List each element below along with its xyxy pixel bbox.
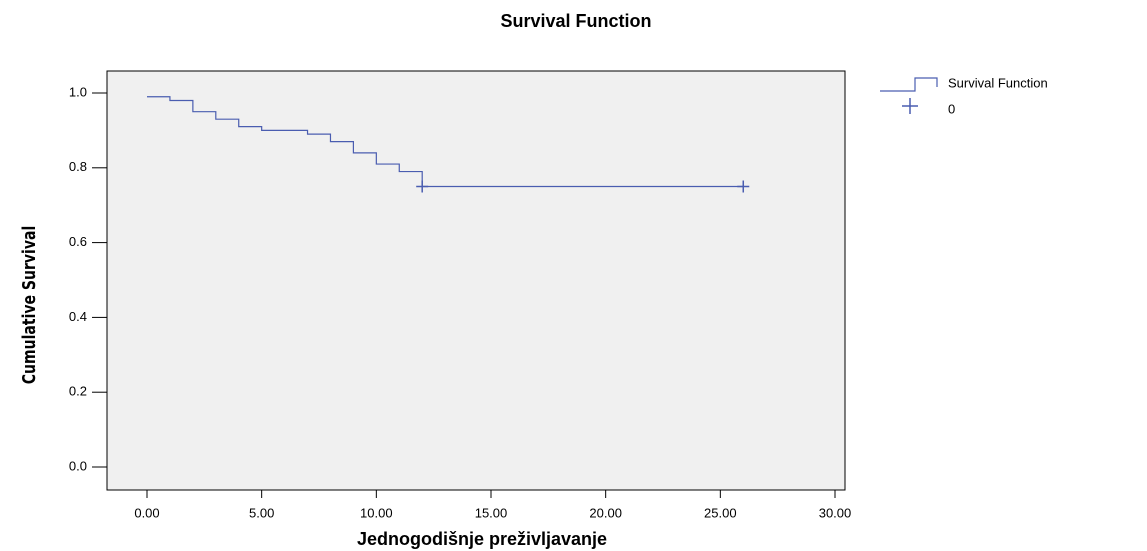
chart-title: Survival Function (500, 11, 651, 31)
censor-mark (416, 180, 429, 193)
legend-marker (902, 98, 918, 114)
x-axis-label: Jednogodišnje preživljavanje (357, 529, 607, 549)
survival-line (147, 96, 744, 188)
y-tick-label: 0.0 (69, 458, 87, 473)
y-tick-label: 1.0 (69, 84, 87, 99)
x-tick-label: 25.00 (704, 505, 737, 520)
x-tick-label: 10.00 (360, 505, 393, 520)
x-tick-label: 30.00 (819, 505, 852, 520)
legend-label: Survival Function (948, 75, 1048, 90)
x-tick-label: 5.00 (249, 505, 274, 520)
legend-label: 0 (948, 101, 955, 116)
y-axis-label: Cumulative Survival (18, 226, 39, 385)
x-tick-label: 15.00 (475, 505, 508, 520)
x-tick-label: 20.00 (589, 505, 622, 520)
plot-area (106, 70, 846, 491)
legend-line (880, 77, 938, 92)
y-tick-label: 0.6 (69, 234, 87, 249)
x-tick-label: 0.00 (134, 505, 159, 520)
y-tick-label: 0.4 (69, 309, 87, 324)
y-tick-label: 0.2 (69, 384, 87, 399)
censor-mark (737, 180, 750, 193)
y-tick-label: 0.8 (69, 159, 87, 174)
